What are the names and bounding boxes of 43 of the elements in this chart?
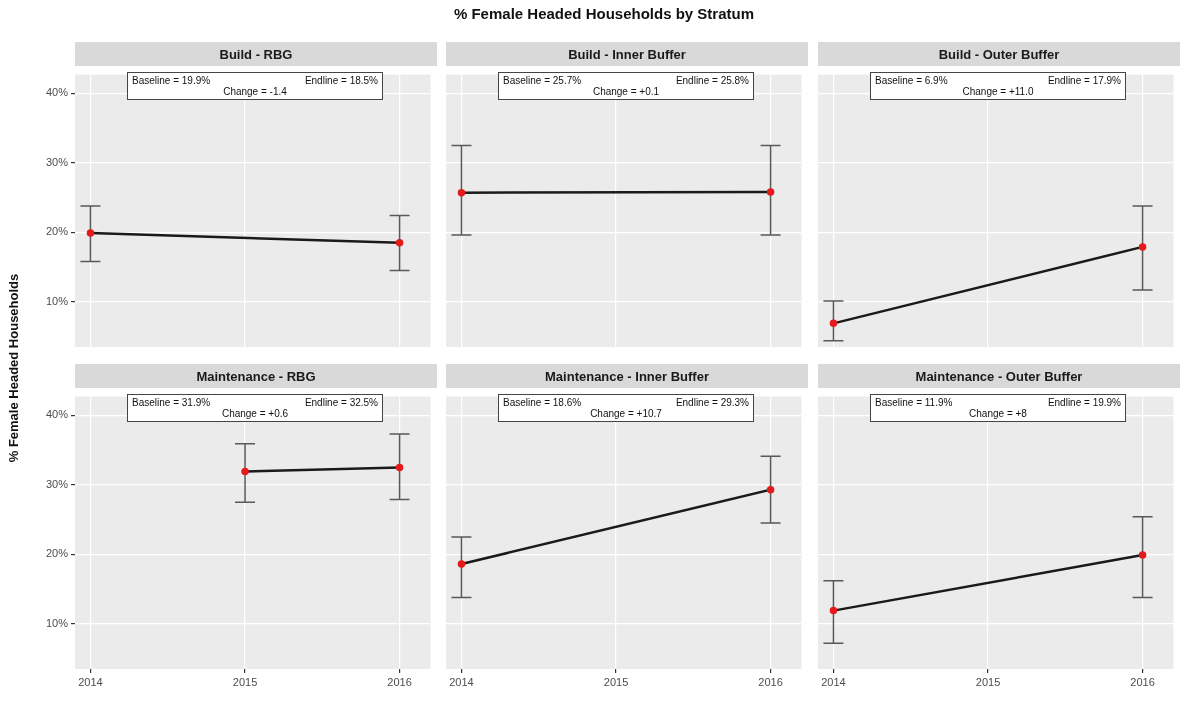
annotation: Endline = 29.3% (675, 397, 749, 408)
annotation: Baseline = 31.9% (132, 397, 211, 408)
chart-subtitle: Build - RBG (219, 46, 293, 62)
annotation: Change = +0.1 (591, 86, 661, 97)
annotation: Baseline = 6.9% (875, 75, 948, 86)
annotation: Change = +10.7 (589, 408, 663, 419)
y-tick-label: 10% (45, 616, 69, 629)
chart-subtitle: Maintenance - Inner Buffer (545, 368, 709, 384)
y-tick-label: 10% (45, 294, 69, 307)
x-tick-label: 2016 (387, 675, 412, 688)
annotation: Change = +8 (968, 408, 1028, 419)
y-tick-label: 20% (45, 225, 69, 238)
x-tick-label: 2015 (232, 675, 258, 688)
x-tick-label: 2014 (78, 675, 103, 688)
y-tick-label: 20% (45, 547, 69, 560)
x-tick-label: 2016 (1130, 675, 1155, 688)
chart-title: % Female Headed Households by Stratum (452, 5, 756, 22)
y-tick-label: 40% (45, 408, 69, 421)
annotation: Baseline = 18.6% (503, 397, 582, 408)
x-tick-label: 2015 (603, 675, 629, 688)
annotation: Change = -1.4 (222, 86, 288, 97)
x-tick-label: 2014 (449, 675, 474, 688)
y-tick-label: 30% (45, 155, 69, 168)
annotation: Baseline = 11.9% (875, 397, 953, 408)
annotation: Endline = 32.5% (304, 397, 378, 408)
annotation: Change = +11.0 (961, 86, 1035, 97)
annotation: Endline = 18.5% (304, 75, 378, 86)
annotation: Baseline = 25.7% (503, 75, 582, 86)
x-tick-label: 2015 (975, 675, 1001, 688)
chart-subtitle: Build - Inner Buffer (568, 46, 686, 62)
annotation: Change = +0.6 (220, 408, 290, 419)
y-axis-title: % Female Headed Households (6, 272, 22, 465)
annotation: Baseline = 19.9% (132, 75, 211, 86)
annotation: Endline = 19.9% (1047, 397, 1121, 408)
y-tick-label: 40% (45, 86, 69, 99)
chart-subtitle: Build - Outer Buffer (938, 46, 1060, 62)
chart-subtitle: Maintenance - Outer Buffer (915, 368, 1083, 384)
chart-subtitle: Maintenance - RBG (196, 368, 316, 384)
y-tick-label: 30% (45, 477, 69, 490)
x-tick-label: 2016 (758, 675, 783, 688)
annotation: Endline = 17.9% (1047, 75, 1121, 86)
annotation: Endline = 25.8% (675, 75, 749, 86)
x-tick-label: 2014 (821, 675, 846, 688)
